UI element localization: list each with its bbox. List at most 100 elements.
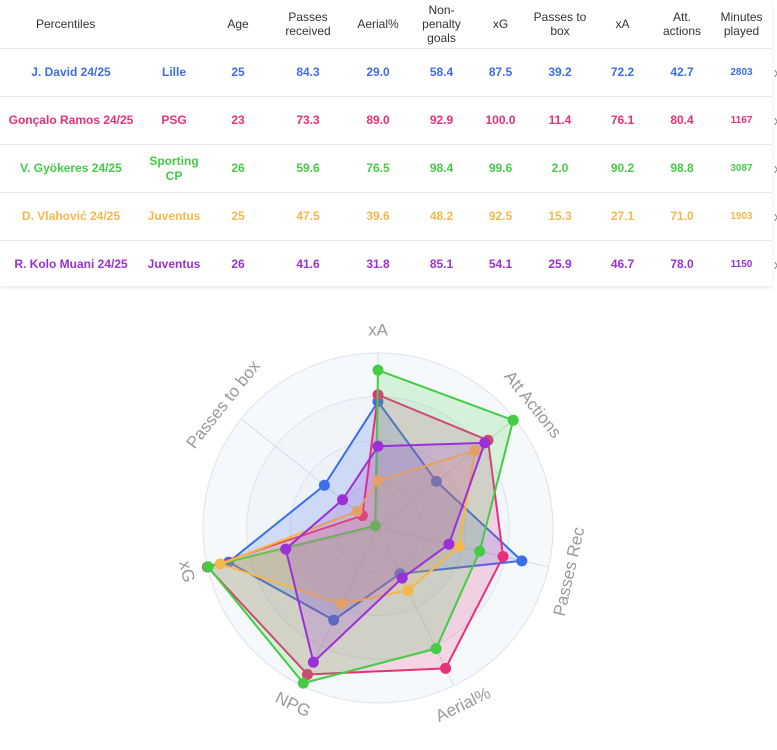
att-actions-cell: 71.0 <box>653 192 711 241</box>
player-name-cell[interactable]: V. Gyökeres 24/25 <box>0 144 142 193</box>
att-actions-cell: 78.0 <box>653 240 711 288</box>
npg-cell: 98.4 <box>410 144 473 193</box>
xa-cell: 72.2 <box>592 48 653 97</box>
xa-cell: 27.1 <box>592 192 653 241</box>
minutes-cell: 2803 <box>711 48 772 97</box>
team-cell: Juventus <box>142 192 206 241</box>
passes-received-cell: 41.6 <box>270 240 346 288</box>
team-cell: Lille <box>142 48 206 97</box>
radar-point <box>369 520 381 532</box>
npg-cell: 58.4 <box>410 48 473 97</box>
radar-point <box>335 598 347 610</box>
radar-point <box>328 614 340 626</box>
header-xg: xG <box>492 17 509 31</box>
minutes-cell: 1167 <box>711 96 772 145</box>
radar-axis-label: Passes Rec <box>550 525 589 618</box>
header-npg: Non-penalty goals <box>422 3 461 45</box>
minutes-cell: 3087 <box>711 144 772 193</box>
xa-cell: 90.2 <box>592 144 653 193</box>
percentiles-table-card: Percentiles Age Passes received Aerial% … <box>0 0 777 288</box>
radar-point <box>443 538 455 550</box>
table-row: Gonçalo Ramos 24/25 PSG 23 73.3 89.0 92.9 100.… <box>0 96 777 145</box>
radar-point <box>280 543 292 555</box>
radar-point <box>297 677 309 689</box>
team-cell: Sporting CP <box>142 144 206 193</box>
age-cell: 23 <box>206 96 270 145</box>
age-cell: 26 <box>206 240 270 288</box>
radar-point <box>372 364 384 376</box>
team-cell: Juventus <box>142 240 206 288</box>
minutes-cell: 1150 <box>711 240 772 288</box>
team-cell: PSG <box>142 96 206 145</box>
aerial-cell: 31.8 <box>346 240 410 288</box>
passes-box-cell: 15.3 <box>528 192 592 241</box>
aerial-cell: 89.0 <box>346 96 410 145</box>
radar-point <box>469 445 481 457</box>
npg-cell: 48.2 <box>410 192 473 241</box>
passes-box-cell: 2.0 <box>528 144 592 193</box>
header-passes-to-box: Passes to box <box>533 10 587 38</box>
passes-received-cell: 84.3 <box>270 48 346 97</box>
radar-point <box>497 551 509 563</box>
radar-point <box>479 437 491 449</box>
radar-point <box>337 494 349 506</box>
passes-received-cell: 73.3 <box>270 96 346 145</box>
npg-cell: 92.9 <box>410 96 473 145</box>
radar-point <box>372 440 384 452</box>
radar-point <box>307 656 319 668</box>
aerial-cell: 39.6 <box>346 192 410 241</box>
radar-point <box>318 479 330 491</box>
radar-axis-label: xG <box>175 559 198 584</box>
passes-box-cell: 11.4 <box>528 96 592 145</box>
age-cell: 25 <box>206 48 270 97</box>
radar-point <box>430 475 442 487</box>
radar-point <box>202 561 214 573</box>
radar-point <box>396 572 408 584</box>
radar-axis-label: NPG <box>272 688 313 721</box>
radar-point <box>214 558 226 570</box>
xg-cell: 92.5 <box>473 192 528 241</box>
header-percentiles: Percentiles <box>36 17 96 31</box>
radar-series-area <box>219 449 477 605</box>
player-name-cell[interactable]: R. Kolo Muani 24/25 <box>0 240 142 288</box>
radar-spoke <box>377 527 455 686</box>
xg-cell: 99.6 <box>473 144 528 193</box>
percentiles-table: Percentiles Age Passes received Aerial% … <box>0 0 777 288</box>
att-actions-cell: 42.7 <box>653 48 711 97</box>
aerial-cell: 76.5 <box>346 144 410 193</box>
aerial-cell: 29.0 <box>346 48 410 97</box>
radar-point <box>301 668 313 680</box>
radar-point <box>474 545 486 557</box>
radar-point <box>402 584 414 596</box>
header-aerial: Aerial% <box>357 17 399 31</box>
player-name-cell[interactable]: Gonçalo Ramos 24/25 <box>0 96 142 145</box>
table-row: V. Gyökeres 24/25 Sporting CP 26 59.6 76.5 98… <box>0 144 777 193</box>
header-att-actions: Att. actions <box>662 10 702 38</box>
xg-cell: 100.0 <box>473 96 528 145</box>
radar-point <box>440 662 452 674</box>
header-minutes: Minutes played <box>720 10 763 38</box>
radar-point <box>516 555 528 567</box>
player-name-cell[interactable]: D. Vlahović 24/25 <box>0 192 142 241</box>
minutes-cell: 1903 <box>711 192 772 241</box>
header-xa: xA <box>615 17 630 31</box>
passes-received-cell: 59.6 <box>270 144 346 193</box>
radar-point <box>453 540 465 552</box>
table-row: R. Kolo Muani 24/25 Juventus 26 41.6 31.8 85.… <box>0 240 777 288</box>
table-header-row: Percentiles Age Passes received Aerial% … <box>0 0 772 49</box>
radar-axis-label: xA <box>368 320 389 339</box>
radar-point <box>351 505 363 517</box>
header-passes-received: Passes received <box>285 10 331 38</box>
passes-received-cell: 47.5 <box>270 192 346 241</box>
passes-box-cell: 39.2 <box>528 48 592 97</box>
passes-box-cell: 25.9 <box>528 240 592 288</box>
radar-point <box>507 414 519 426</box>
att-actions-cell: 80.4 <box>653 96 711 145</box>
xg-cell: 54.1 <box>473 240 528 288</box>
att-actions-cell: 98.8 <box>653 144 711 193</box>
player-name-cell[interactable]: J. David 24/25 <box>0 48 142 97</box>
age-cell: 25 <box>206 192 270 241</box>
radar-series-area <box>284 441 486 664</box>
header-age: Age <box>227 17 249 31</box>
